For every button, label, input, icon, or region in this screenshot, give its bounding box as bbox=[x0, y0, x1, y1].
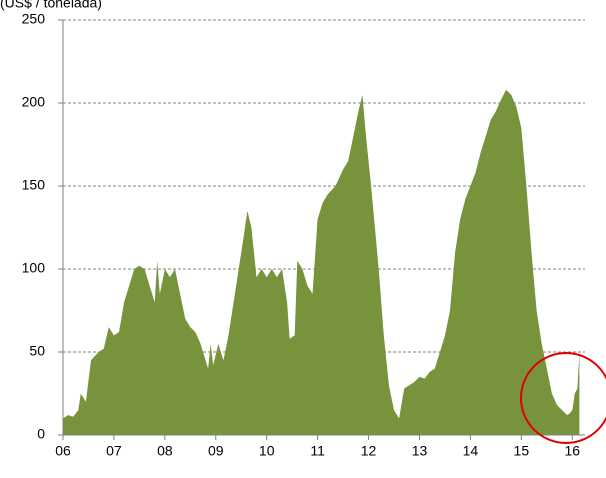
x-tick-label: 14 bbox=[463, 443, 479, 459]
area bbox=[63, 89, 580, 435]
chart-title: (US$ / tonelada) bbox=[0, 0, 102, 11]
x-tick-label: 07 bbox=[106, 443, 122, 459]
y-tick-label: 150 bbox=[22, 177, 46, 193]
x-tick-label: 10 bbox=[259, 443, 275, 459]
x-tick-label: 16 bbox=[564, 443, 580, 459]
x-tick-label: 06 bbox=[55, 443, 71, 459]
y-tick-label: 50 bbox=[29, 343, 45, 359]
x-tick-label: 13 bbox=[412, 443, 428, 459]
x-tick-label: 09 bbox=[208, 443, 224, 459]
y-tick-label: 200 bbox=[22, 94, 46, 110]
y-tick-label: 0 bbox=[37, 426, 45, 442]
y-tick-label: 100 bbox=[22, 260, 46, 276]
x-tick-label: 15 bbox=[514, 443, 530, 459]
x-tick-label: 08 bbox=[157, 443, 173, 459]
highlight-circle bbox=[520, 352, 606, 444]
x-tick-label: 12 bbox=[361, 443, 377, 459]
y-tick-label: 250 bbox=[22, 11, 46, 27]
x-tick-label: 11 bbox=[310, 443, 325, 459]
